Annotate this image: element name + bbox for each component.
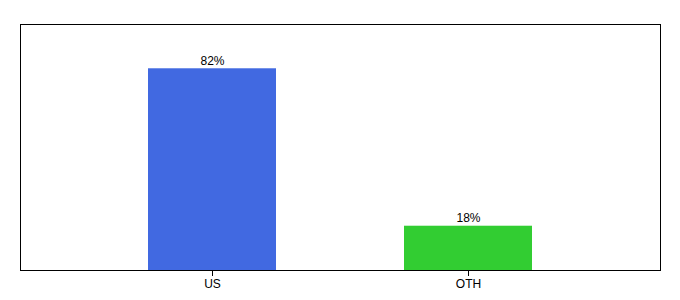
svg-text:18%: 18% — [456, 211, 480, 225]
svg-text:US: US — [204, 277, 221, 291]
svg-text:OTH: OTH — [456, 277, 481, 291]
svg-text:82%: 82% — [200, 54, 224, 68]
